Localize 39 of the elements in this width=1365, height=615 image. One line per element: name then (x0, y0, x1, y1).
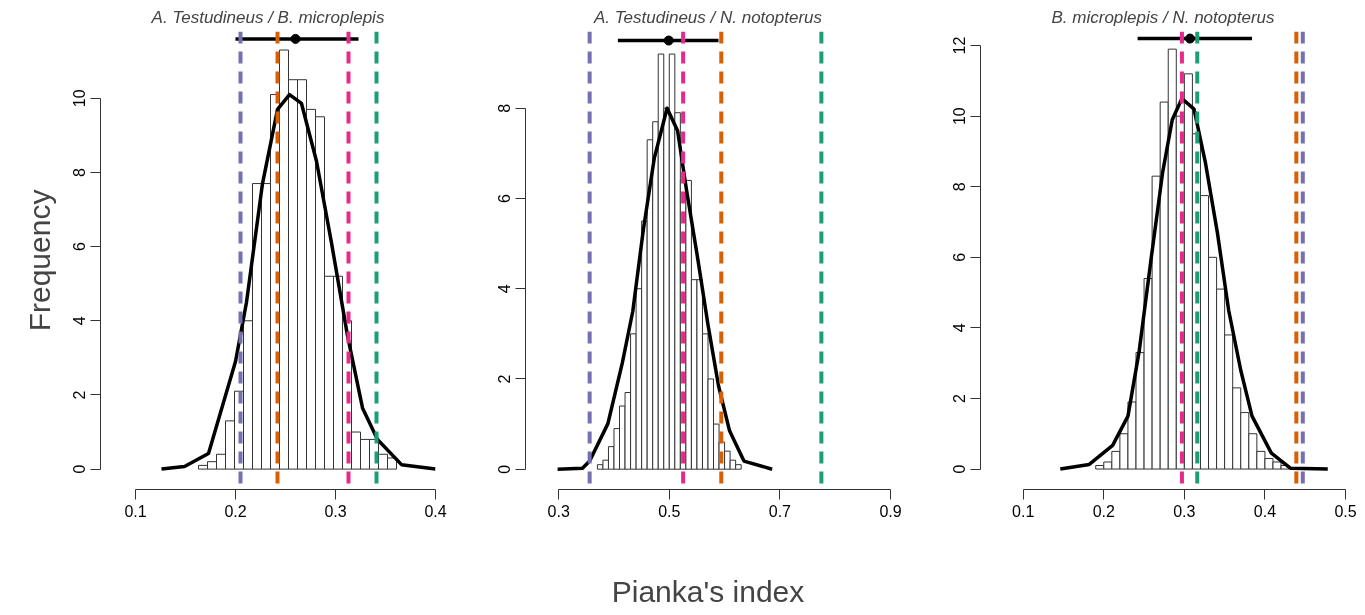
x-tick-label: 0.4 (424, 502, 447, 520)
y-tick-label: 4 (951, 323, 969, 333)
x-tick-label: 0.9 (879, 502, 902, 520)
y-tick-label: 8 (951, 182, 969, 192)
x-tick-label: 0.1 (1012, 502, 1035, 520)
x-tick-label: 0.2 (224, 502, 247, 520)
x-tick-label: 0.7 (768, 502, 792, 520)
y-tick-label: 0 (71, 464, 89, 474)
y-tick-label: 6 (496, 193, 514, 203)
y-tick-label: 10 (71, 89, 89, 108)
x-tick-label: 0.5 (658, 502, 681, 520)
y-tick-label: 2 (951, 393, 969, 403)
x-tick-label: 0.1 (124, 502, 147, 520)
chart-title: A. Testudineus / N. notopterus (592, 7, 823, 27)
x-axis-title: Pianka's index (611, 574, 805, 608)
y-tick-label: 8 (496, 103, 514, 113)
y-tick-label: 12 (951, 36, 969, 55)
y-tick-label: 2 (496, 374, 514, 384)
x-tick-label: 0.3 (324, 502, 347, 520)
y-tick-label: 8 (71, 167, 89, 177)
x-tick-label: 0.3 (1173, 502, 1196, 520)
y-tick-label: 4 (71, 316, 89, 326)
x-tick-label: 0.2 (1092, 502, 1115, 520)
x-tick-label: 0.3 (547, 502, 570, 520)
y-tick-label: 4 (496, 284, 514, 294)
y-tick-label: 0 (496, 464, 514, 474)
y-tick-label: 10 (951, 107, 969, 126)
x-tick-label: 0.4 (1253, 502, 1277, 520)
chart-title: A. Testudineus / B. microplepis (150, 7, 385, 27)
x-tick-label: 0.5 (1334, 502, 1357, 520)
line-series (159, 92, 436, 471)
y-tick-label: 0 (951, 464, 969, 474)
y-tick-label: 6 (71, 242, 89, 252)
y-axis-title: Frequency (22, 189, 56, 332)
line-series (1058, 96, 1330, 471)
chart-title: B. microplepis / N. notopterus (1051, 7, 1275, 27)
line-series (555, 106, 774, 471)
y-tick-label: 2 (71, 390, 89, 400)
y-tick-label: 6 (951, 252, 969, 262)
